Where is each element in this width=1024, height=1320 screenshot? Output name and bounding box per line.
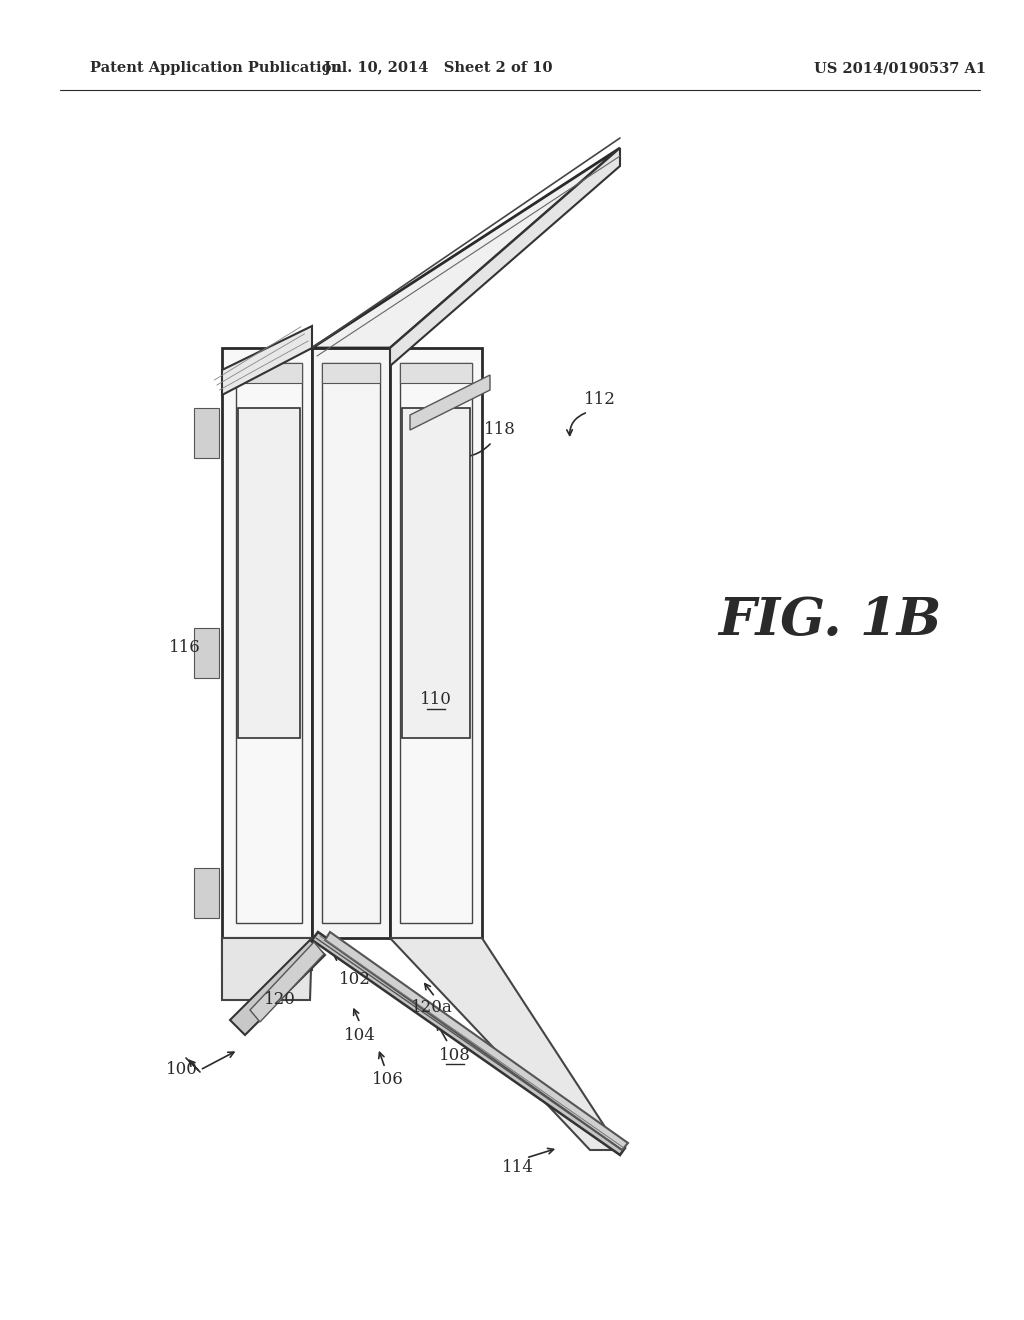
Text: US 2014/0190537 A1: US 2014/0190537 A1 <box>814 61 986 75</box>
Polygon shape <box>230 940 325 1035</box>
Polygon shape <box>194 628 219 678</box>
Text: Jul. 10, 2014   Sheet 2 of 10: Jul. 10, 2014 Sheet 2 of 10 <box>324 61 552 75</box>
Polygon shape <box>410 375 490 430</box>
Text: 108: 108 <box>439 1047 471 1064</box>
Polygon shape <box>390 939 620 1150</box>
Polygon shape <box>236 363 302 383</box>
Polygon shape <box>400 363 472 383</box>
Polygon shape <box>222 326 312 395</box>
Text: 120a: 120a <box>411 999 453 1016</box>
Polygon shape <box>312 348 390 939</box>
Text: 116: 116 <box>169 639 201 656</box>
Polygon shape <box>222 939 312 970</box>
Text: 120: 120 <box>264 991 296 1008</box>
Text: 106: 106 <box>372 1072 403 1089</box>
Text: Patent Application Publication: Patent Application Publication <box>90 61 342 75</box>
Polygon shape <box>250 942 324 1022</box>
Polygon shape <box>222 939 312 1001</box>
Polygon shape <box>238 408 300 738</box>
Polygon shape <box>312 932 625 1155</box>
Polygon shape <box>194 869 219 917</box>
Text: 104: 104 <box>344 1027 376 1044</box>
Polygon shape <box>222 348 312 939</box>
Polygon shape <box>402 408 470 738</box>
Text: 114: 114 <box>502 1159 534 1176</box>
Text: FIG. 1B: FIG. 1B <box>718 594 942 645</box>
Polygon shape <box>390 348 482 939</box>
Polygon shape <box>312 148 620 348</box>
Polygon shape <box>325 932 628 1150</box>
Text: 100: 100 <box>166 1061 198 1078</box>
Text: 102: 102 <box>339 972 371 989</box>
Polygon shape <box>390 148 620 366</box>
Text: 118: 118 <box>484 421 516 438</box>
Polygon shape <box>194 408 219 458</box>
Text: 112: 112 <box>584 392 616 408</box>
Polygon shape <box>322 363 380 383</box>
Text: 110: 110 <box>420 692 452 709</box>
